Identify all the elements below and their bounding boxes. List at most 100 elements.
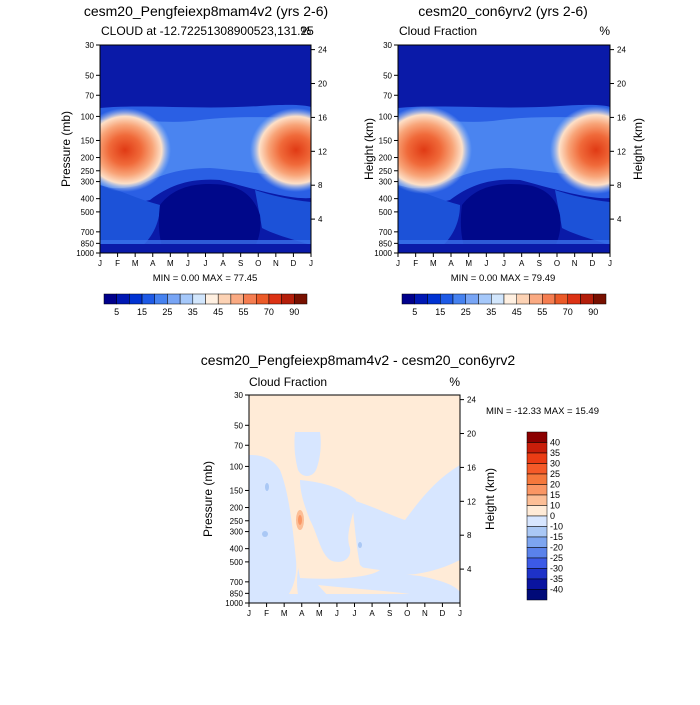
colorbar-swatch xyxy=(526,463,548,475)
panel3-ylabel: Pressure (mb) xyxy=(201,461,215,537)
x-tick-label: F xyxy=(413,259,418,268)
panel3-field xyxy=(249,395,460,603)
panel1-hotspot-right xyxy=(250,108,311,192)
y-tick-label: 100 xyxy=(379,112,393,121)
colorbar-label: 20 xyxy=(550,480,560,490)
y-tick-label: 50 xyxy=(234,421,243,430)
panel3-neg-left xyxy=(249,455,297,603)
colorbar-swatch xyxy=(554,293,568,305)
x-tick-label: M xyxy=(316,609,323,618)
colorbar-label: 35 xyxy=(550,448,560,458)
y-tick-label: 150 xyxy=(379,136,393,145)
panel1-minmax: MIN = 0.00 MAX = 77.45 xyxy=(153,273,258,284)
panel1-ylabel: Pressure (mb) xyxy=(59,111,73,187)
colorbar-label: -40 xyxy=(550,585,563,595)
colorbar-label: 15 xyxy=(435,307,445,317)
colorbar-swatch xyxy=(192,293,206,305)
y2-tick-label: 12 xyxy=(617,147,626,156)
panel1-low-left xyxy=(100,185,160,250)
x-tick-label: A xyxy=(369,609,375,618)
colorbar-label: 5 xyxy=(114,307,119,317)
colorbar-swatch xyxy=(167,293,181,305)
y2-tick-label: 4 xyxy=(617,215,622,224)
colorbar-swatch xyxy=(526,568,548,580)
x-tick-label: J xyxy=(484,259,488,268)
x-tick-label: O xyxy=(404,609,410,618)
colorbar-swatch xyxy=(526,547,548,559)
panel3-subtitle-left: Cloud Fraction xyxy=(249,375,327,389)
x-tick-label: J xyxy=(353,609,357,618)
y2-tick-label: 20 xyxy=(467,430,476,439)
y-tick-label: 150 xyxy=(230,486,244,495)
panel2-hotspot-left xyxy=(398,106,472,194)
y-tick-label: 200 xyxy=(81,154,95,163)
colorbar-label: 90 xyxy=(289,307,299,317)
x-tick-label: A xyxy=(448,259,454,268)
colorbar-swatch xyxy=(529,293,543,305)
x-tick-label: N xyxy=(422,609,428,618)
colorbar-swatch xyxy=(230,293,244,305)
y-tick-label: 850 xyxy=(81,239,95,248)
colorbar-swatch xyxy=(217,293,232,305)
x-tick-label: A xyxy=(299,609,305,618)
panel2-minmax: MIN = 0.00 MAX = 79.49 xyxy=(451,273,556,284)
y2-tick-label: 8 xyxy=(467,531,472,540)
colorbar-label: -30 xyxy=(550,564,563,574)
panel1-subtitle-right: % xyxy=(300,24,311,38)
colorbar-label: 55 xyxy=(239,307,249,317)
x-tick-label: O xyxy=(255,259,261,268)
y-tick-label: 150 xyxy=(81,136,95,145)
y2-tick-label: 16 xyxy=(467,463,476,472)
colorbar-label: 25 xyxy=(461,307,471,317)
panel3-neg-spot-3 xyxy=(358,542,362,548)
x-tick-label: D xyxy=(589,259,595,268)
x-tick-label: F xyxy=(264,609,269,618)
y-tick-label: 100 xyxy=(230,462,244,471)
x-tick-label: M xyxy=(430,259,437,268)
x-tick-label: J xyxy=(458,609,462,618)
x-tick-label: A xyxy=(519,259,525,268)
x-tick-label: D xyxy=(291,259,297,268)
colorbar-label: -20 xyxy=(550,543,563,553)
colorbar-label: 70 xyxy=(264,307,274,317)
x-tick-label: J xyxy=(608,259,612,268)
x-tick-label: O xyxy=(554,259,560,268)
panel3-neg-top xyxy=(294,432,321,476)
y-tick-label: 70 xyxy=(234,441,243,450)
colorbar-swatch xyxy=(452,293,466,305)
panel3-pos-core xyxy=(298,515,302,525)
y-tick-label: 500 xyxy=(81,208,95,217)
colorbar-label: 35 xyxy=(188,307,198,317)
colorbar-label: 70 xyxy=(563,307,573,317)
y-tick-label: 400 xyxy=(230,545,244,554)
colorbar-swatch xyxy=(465,293,479,305)
colorbar-label: 5 xyxy=(412,307,417,317)
colorbar-swatch xyxy=(414,293,428,305)
panel1-field xyxy=(100,45,311,253)
panel3-ylabel-right: Height (km) xyxy=(483,468,497,530)
panel-exp: cesm20_Pengfeiexp8mam4v2 (yrs 2-6) CLOUD… xyxy=(59,3,376,317)
x-tick-label: J xyxy=(247,609,251,618)
y-tick-label: 1000 xyxy=(374,249,392,258)
panel-difference: cesm20_Pengfeiexp8mam4v2 - cesm20_con6yr… xyxy=(201,352,599,618)
x-tick-label: J xyxy=(309,259,313,268)
y2-tick-label: 20 xyxy=(617,80,626,89)
y-tick-label: 1000 xyxy=(76,249,94,258)
x-tick-label: M xyxy=(167,259,174,268)
colorbar-label: 15 xyxy=(137,307,147,317)
colorbar-swatch xyxy=(478,293,492,305)
colorbar-label: -25 xyxy=(550,553,563,563)
colorbar-swatch xyxy=(503,293,517,305)
panel2-ylabel-right: Height (km) xyxy=(631,118,645,180)
colorbar-swatch xyxy=(205,293,219,305)
y2-tick-label: 24 xyxy=(318,46,327,55)
colorbar-swatch xyxy=(294,293,308,305)
colorbar-swatch xyxy=(491,293,505,305)
panel3-surface xyxy=(249,594,460,603)
colorbar-swatch xyxy=(526,452,548,464)
colorbar-swatch xyxy=(526,578,548,590)
colorbar-swatch xyxy=(129,293,143,305)
y-tick-label: 250 xyxy=(230,517,244,526)
panel2-surface xyxy=(398,244,610,253)
colorbar-swatch xyxy=(526,536,548,548)
